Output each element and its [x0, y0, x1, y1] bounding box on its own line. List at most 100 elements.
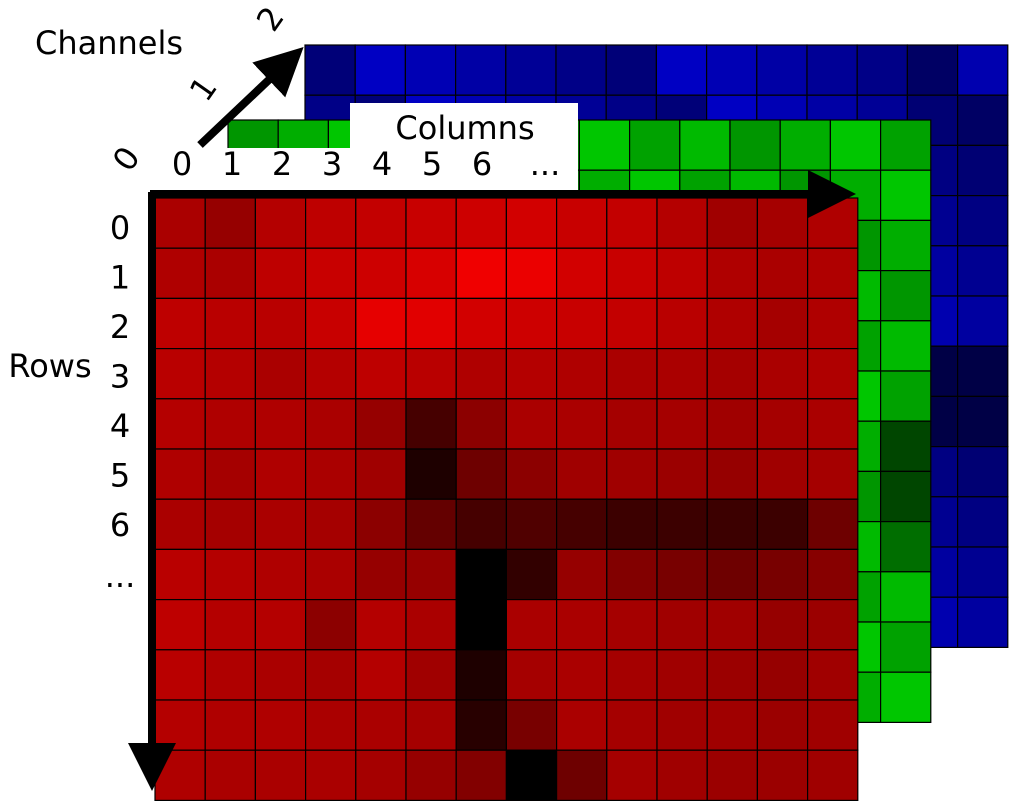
grid-cell	[255, 499, 305, 549]
grid-cell	[808, 750, 858, 800]
grid-cell	[607, 700, 657, 750]
grid-cell	[707, 650, 757, 700]
grid-cell	[506, 198, 556, 248]
grid-cell	[306, 650, 356, 700]
row-tick-label: ...	[105, 557, 136, 595]
grid-cell	[881, 421, 931, 471]
grid-cell	[406, 248, 456, 298]
grid-cell	[255, 700, 305, 750]
grid-cell	[707, 600, 757, 650]
grid-cell	[657, 198, 707, 248]
grid-cell	[607, 650, 657, 700]
grid-cell	[657, 700, 707, 750]
grid-cell	[506, 349, 556, 399]
grid-cell	[255, 650, 305, 700]
grid-cell	[707, 399, 757, 449]
grid-cell	[657, 449, 707, 499]
grid-cell	[506, 650, 556, 700]
grid-cell	[579, 120, 629, 170]
grid-cell	[356, 399, 406, 449]
grid-cell	[808, 449, 858, 499]
grid-cell	[155, 198, 205, 248]
grid-cell	[808, 499, 858, 549]
grid-cell	[958, 196, 1008, 246]
grid-cell	[757, 349, 807, 399]
grid-cell	[707, 349, 757, 399]
grid-cell	[356, 650, 406, 700]
grid-cell	[958, 246, 1008, 296]
grid-cell	[657, 750, 707, 800]
grid-cell	[881, 271, 931, 321]
channels-label: Channels	[35, 24, 183, 62]
grid-cell	[306, 449, 356, 499]
grid-cell	[155, 600, 205, 650]
grid-cell	[657, 600, 707, 650]
grid-cell	[607, 349, 657, 399]
grid-cell	[808, 198, 858, 248]
grid-cell	[557, 499, 607, 549]
grid-cell	[707, 298, 757, 348]
grid-cell	[456, 198, 506, 248]
grid-cell	[406, 198, 456, 248]
grid-cell	[506, 549, 556, 599]
grid-cell	[356, 750, 406, 800]
grid-cell	[506, 449, 556, 499]
grid-cell	[958, 547, 1008, 597]
grid-cell	[757, 198, 807, 248]
grid-cell	[155, 499, 205, 549]
grid-cell	[205, 248, 255, 298]
grid-cell	[155, 650, 205, 700]
grid-cell	[557, 399, 607, 449]
grid-cell	[557, 449, 607, 499]
grid-cell	[607, 750, 657, 800]
grid-cell	[255, 750, 305, 800]
grid-cell	[306, 298, 356, 348]
grid-cell	[205, 600, 255, 650]
column-tick-label: 5	[422, 145, 442, 183]
grid-cell	[255, 248, 305, 298]
grid-cell	[356, 700, 406, 750]
grid-cell	[881, 371, 931, 421]
grid-cell	[757, 549, 807, 599]
grid-cell	[506, 399, 556, 449]
grid-cell	[958, 396, 1008, 446]
grid-cell	[456, 349, 506, 399]
grid-cell	[707, 549, 757, 599]
grid-cell	[155, 750, 205, 800]
column-tick-label: 1	[222, 145, 242, 183]
grid-cell	[155, 549, 205, 599]
grid-cell	[607, 298, 657, 348]
grid-cell	[958, 45, 1008, 95]
grid-cell	[757, 298, 807, 348]
grid-cell	[808, 700, 858, 750]
grid-cell	[205, 549, 255, 599]
grid-cell	[808, 600, 858, 650]
grid-cell	[808, 349, 858, 399]
grid-cell	[205, 750, 255, 800]
diagram: Channels Columns Rows 0123456...0123456.…	[0, 0, 1013, 803]
channel-tick-label: 1	[182, 70, 225, 108]
grid-cell	[757, 750, 807, 800]
grid-cell	[205, 298, 255, 348]
grid-cell	[630, 120, 680, 170]
grid-cell	[757, 449, 807, 499]
grid-cell	[356, 248, 406, 298]
grid-cell	[757, 45, 807, 95]
grid-cell	[707, 198, 757, 248]
grid-cell	[456, 700, 506, 750]
grid-cell	[757, 399, 807, 449]
grid-cell	[656, 45, 706, 95]
grid-cell	[205, 700, 255, 750]
grid-cell	[306, 399, 356, 449]
grid-cell	[255, 549, 305, 599]
grid-cell	[406, 700, 456, 750]
row-tick-label: 3	[110, 358, 130, 396]
grid-cell	[881, 672, 931, 722]
grid-cell	[456, 549, 506, 599]
column-tick-label: ...	[530, 145, 561, 183]
grid-cell	[607, 600, 657, 650]
grid-cell	[757, 248, 807, 298]
grid-cell	[607, 449, 657, 499]
grid-cell	[808, 248, 858, 298]
grid-cell	[607, 248, 657, 298]
